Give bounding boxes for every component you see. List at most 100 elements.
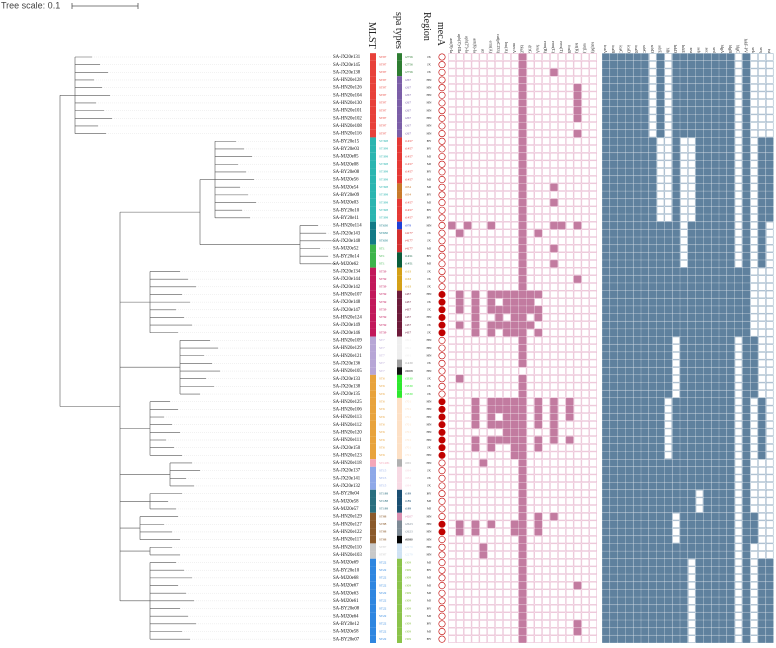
virulence-cell [609,375,618,383]
virulence-cell [750,298,758,306]
virulence-cell [719,375,727,383]
resistance-cell [495,359,503,368]
virulence-cell [687,344,696,352]
resistance-cell [479,635,488,643]
virulence-gene-header: sek [751,47,756,53]
meca-marker [438,153,446,161]
virulence-cell [633,60,641,69]
resistance-cell [456,168,464,176]
virulence-cell [687,290,696,299]
resistance-cell [510,620,519,628]
virulence-cell [719,260,727,268]
virulence-cell [648,137,657,145]
resistance-cell [463,482,472,490]
virulence-cell [602,359,610,368]
resistance-cell [503,612,511,620]
isolate-label: SA-JX20e144 [333,277,361,282]
resistance-cell [550,221,558,230]
virulence-cell [633,543,641,551]
virulence-cell [719,497,727,505]
mlst-color [370,451,376,460]
virulence-cell [726,83,735,92]
resistance-cell [448,168,456,176]
resistance-cell [518,375,527,383]
virulence-cell [711,604,719,613]
spa-label: t163 [405,269,411,273]
resistance-cell [542,336,550,345]
resistance-cell [503,535,511,544]
virulence-cell [742,306,751,314]
resistance-cell [463,459,472,467]
virulence-cell [648,558,657,567]
meca-header: mecA [435,22,446,47]
resistance-cell [550,520,558,528]
virulence-cell [765,53,774,61]
virulence-cell [765,413,774,421]
resistance-cell [550,390,558,398]
resistance-cell [558,283,566,291]
meca-marker [438,536,446,544]
virulence-cell [711,298,719,306]
virulence-cell [726,99,735,107]
resistance-cell [589,421,598,429]
virulence-cell [680,183,688,191]
virulence-cell [719,60,727,69]
resistance-cell [456,627,464,636]
spa-label: t701 [405,422,411,426]
resistance-cell [534,221,543,230]
virulence-cell [719,413,727,421]
resistance-cell [471,68,480,76]
virulence-cell [680,459,688,467]
mlst-label: ST630 [379,239,388,243]
region-label: BY [427,147,432,151]
spa-label: t163 [405,285,411,289]
virulence-cell [617,451,626,460]
virulence-cell [742,359,751,368]
virulence-cell [633,83,641,92]
virulence-cell [758,221,766,230]
virulence-cell [726,551,735,559]
isolate-label: SA-HN20e129 [333,346,362,351]
virulence-cell [758,466,766,475]
resistance-cell [463,91,472,99]
resistance-cell [558,451,566,460]
virulence-cell [633,627,641,636]
isolate-label: SA-BY20e04 [333,492,360,497]
mlst-label: ST7 [379,338,385,342]
resistance-cell [558,421,566,429]
spa-color [397,214,402,222]
resistance-cell [526,589,535,597]
virulence-cell [641,551,649,559]
virulence-cell [719,566,727,574]
virulence-cell [711,237,719,245]
region-label: MJ [427,614,432,618]
virulence-cell [625,321,634,329]
virulence-cell [758,129,766,138]
resistance-cell [542,497,550,505]
virulence-cell [672,160,680,168]
meca-marker [438,130,446,138]
virulence-cell [742,375,751,383]
virulence-cell [602,129,610,138]
virulence-cell [734,221,743,230]
virulence-cell [765,451,774,460]
virulence-cell [680,129,688,138]
virulence-cell [703,405,712,414]
virulence-cell [742,543,751,551]
resistance-cell [471,191,480,199]
virulence-cell [719,175,727,184]
virulence-cell [758,597,766,605]
resistance-cell [565,83,574,92]
resistance-cell [471,505,480,513]
virulence-cell [656,551,665,559]
virulence-cell [750,290,758,299]
virulence-cell [719,528,727,536]
virulence-cell [750,612,758,620]
resistance-cell [526,597,535,605]
virulence-cell [625,497,634,505]
resistance-cell [503,83,511,92]
virulence-cell [719,635,727,643]
virulence-cell [656,283,665,291]
virulence-cell [656,566,665,574]
resistance-cell [495,106,503,115]
